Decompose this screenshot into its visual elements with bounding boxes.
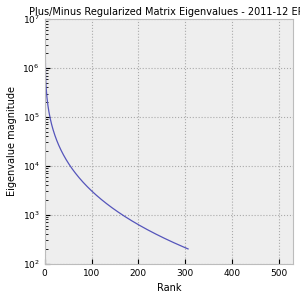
X-axis label: Rank: Rank [157,283,181,293]
Y-axis label: Eigenvalue magnitude: Eigenvalue magnitude [7,86,17,196]
Title: Plus/Minus Regularized Matrix Eigenvalues - 2011-12 EPL: Plus/Minus Regularized Matrix Eigenvalue… [29,7,300,17]
